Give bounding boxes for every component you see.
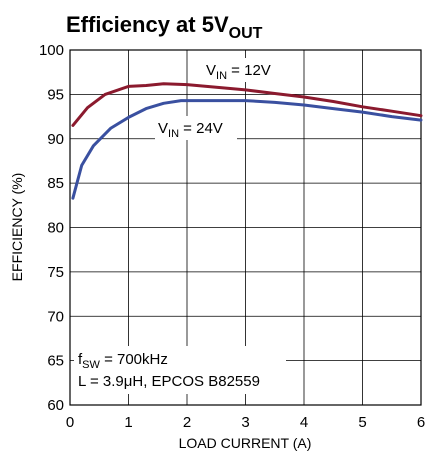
series-line-vin-24v: [71, 99, 423, 200]
x-tick-label: 0: [66, 414, 74, 431]
y-tick-label: 80: [47, 220, 64, 237]
y-tick-label: 100: [39, 42, 64, 59]
y-tick-label: 95: [47, 86, 64, 103]
plot-frame: [69, 49, 422, 406]
x-tick-label: 1: [124, 414, 132, 431]
series-lines: [71, 82, 423, 200]
y-tick-label: 90: [47, 131, 64, 148]
grid-lines: [70, 50, 421, 405]
series-line-vin-12v: [71, 82, 423, 127]
annotation-bg: [74, 346, 286, 394]
annotation-fsw: fSW = 700kHz: [78, 351, 168, 371]
series-label-bg-24v: [155, 116, 237, 140]
y-tick-label: 65: [47, 353, 64, 370]
x-tick-label: 4: [300, 414, 308, 431]
x-tick-label: 5: [358, 414, 366, 431]
series-label-24v-sub: IN: [168, 128, 179, 140]
chart-title-subscript: OUT: [229, 25, 263, 42]
series-label-12v: VIN = 12V: [206, 62, 271, 82]
series-label-12v-sub: IN: [216, 70, 227, 82]
y-tick-label: 85: [47, 175, 64, 192]
x-axis-label: LOAD CURRENT (A): [179, 435, 312, 451]
x-tick-label: 6: [417, 414, 425, 431]
y-tick-labels: 60 65 70 75 80 85 90 95 100: [39, 42, 64, 414]
y-tick-label: 75: [47, 264, 64, 281]
x-tick-label: 2: [183, 414, 191, 431]
series-label-bg-12v: [203, 58, 283, 82]
x-tick-labels: 0 1 2 3 4 5 6: [66, 414, 425, 431]
annotation-inductor: L = 3.9μH, EPCOS B82559: [78, 373, 260, 390]
y-tick-label: 70: [47, 308, 64, 325]
x-tick-label: 3: [241, 414, 249, 431]
y-axis-label: EFFICIENCY (%): [9, 173, 25, 282]
series-label-24v: VIN = 24V: [158, 120, 223, 140]
chart-title: Efficiency at 5VOUT: [66, 12, 263, 42]
y-tick-label: 60: [47, 397, 64, 414]
annotation-fsw-sub: SW: [82, 359, 100, 371]
